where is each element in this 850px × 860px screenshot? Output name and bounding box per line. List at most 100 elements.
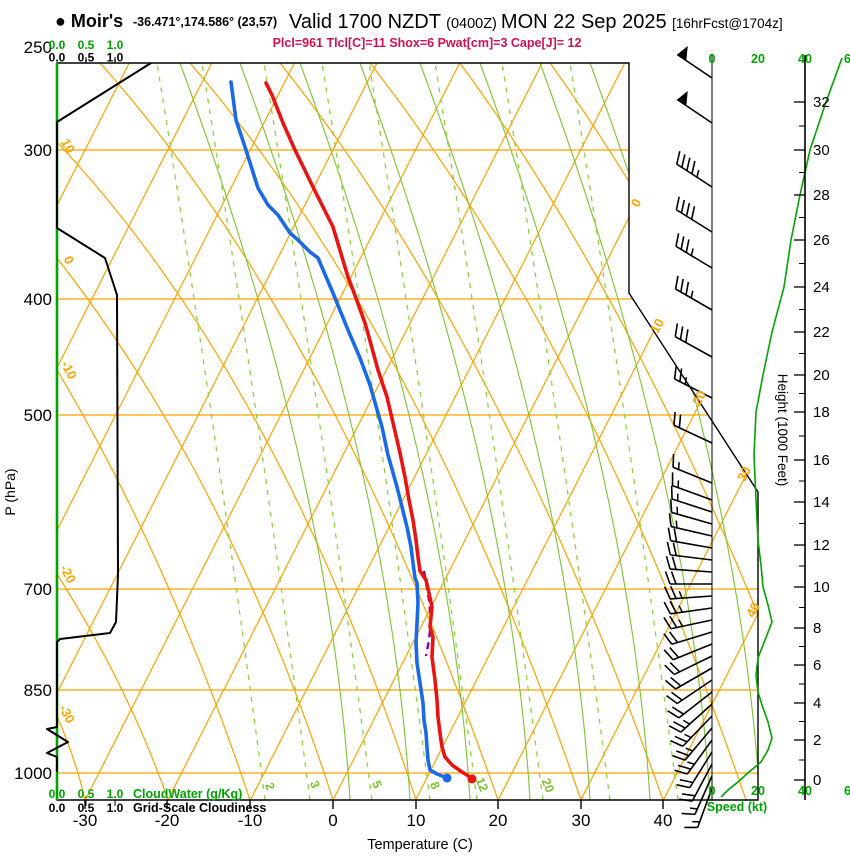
temp-tick-label: 40 <box>654 811 673 830</box>
barb-feather <box>669 615 678 628</box>
height-tick-label: 32 <box>813 94 830 111</box>
dry-adiabat-line <box>189 63 582 800</box>
barb-staff <box>672 484 713 501</box>
dry-adiabat-label: 0 <box>61 253 78 266</box>
cloudwater-scale-bottom: 0.5 <box>78 787 95 801</box>
barb-feather <box>676 750 690 757</box>
barb-feather <box>680 199 686 214</box>
cloudwater-scale-bottom: 1.0 <box>107 787 124 801</box>
mixing-ratio-line <box>434 63 544 800</box>
height-tick-label: 12 <box>813 537 830 554</box>
dry-adiabat-line <box>459 63 758 800</box>
isotherm-line <box>57 63 378 800</box>
speed-scale-top: 0 <box>709 52 716 66</box>
height-tick-label: 22 <box>813 324 830 341</box>
temperature-curve <box>264 81 474 781</box>
barb-half-feather <box>678 619 684 627</box>
wind-barb <box>684 787 713 829</box>
mixing-ratio-label: 2 <box>262 781 278 793</box>
barb-staff <box>684 727 713 761</box>
barb-staff <box>680 703 713 733</box>
mixing-ratio-line <box>201 63 311 800</box>
barb-feather <box>685 202 691 217</box>
barb-staff <box>670 554 713 561</box>
temp-tick-label: 10 <box>407 811 426 830</box>
barb-half-feather <box>676 493 679 501</box>
barb-staff <box>676 163 713 188</box>
isotherm-line <box>57 63 295 800</box>
height-tick-label: 24 <box>813 279 830 296</box>
temp-tick-label: 0 <box>328 811 337 830</box>
barb-feather <box>690 206 696 220</box>
wind-barb <box>667 691 713 719</box>
pressure-tick-label: 1000 <box>14 764 52 783</box>
barb-feather <box>664 664 675 675</box>
barb-feather <box>678 414 682 428</box>
mixing-ratio-label: 8 <box>427 780 443 792</box>
barb-staff <box>675 667 713 690</box>
barb-staff <box>671 498 713 513</box>
wind-barb <box>674 739 713 775</box>
barb-feather <box>676 784 690 789</box>
barb-feather <box>684 826 698 829</box>
wind-speed-profile <box>720 57 843 798</box>
pressure-tick-label: 500 <box>24 406 52 425</box>
wind-barb <box>672 727 713 761</box>
speed-scale-bottom: 0 <box>709 784 716 798</box>
station-title: ● Moir's <box>55 11 123 31</box>
barb-staff <box>676 679 713 705</box>
wind-barb <box>663 600 713 615</box>
barb-feather <box>691 160 696 175</box>
barb-half-feather <box>696 169 700 178</box>
isotherm-line <box>249 63 626 800</box>
barb-half-feather <box>675 520 678 528</box>
wind-barb <box>663 631 713 646</box>
barb-feather <box>666 541 672 556</box>
moist-adiabat-line <box>239 63 411 800</box>
height-tick-label: 18 <box>813 404 830 421</box>
barb-feather <box>680 278 684 293</box>
barb-feather <box>686 157 691 171</box>
barb-feather <box>675 196 680 210</box>
valid-time-title: Valid 1700 NZDT (0400Z) MON 22 Sep 2025 … <box>289 11 783 33</box>
pressure-tick-label: 300 <box>24 141 52 160</box>
barb-staff <box>686 739 713 775</box>
isotherm-line <box>84 63 461 800</box>
surface-temperature-dot <box>467 774 477 784</box>
wind-barb <box>671 472 713 501</box>
barb-flag <box>677 90 688 106</box>
barb-feather <box>685 239 690 253</box>
moist-adiabat-line <box>419 63 591 800</box>
barb-feather <box>674 735 688 743</box>
stability-params: Plcl=961 Tlcl[C]=11 Shox=6 Pwat[cm]=3 Ca… <box>273 36 582 50</box>
dry-adiabat-line <box>369 63 747 800</box>
mixing-ratio-line <box>263 63 373 800</box>
pressure-tick-label: 700 <box>24 580 52 599</box>
barb-staff <box>672 466 713 484</box>
barb-feather <box>672 754 686 761</box>
barb-feather <box>673 721 686 729</box>
wind-barb <box>672 453 713 484</box>
mixing-ratio-line <box>368 63 478 800</box>
barb-half-feather <box>685 747 693 752</box>
temp-tick-label: -30 <box>73 811 98 830</box>
height-axis-title: Height (1000 Feet) <box>775 374 790 487</box>
barb-feather <box>668 631 679 644</box>
isotherm-label: 10 <box>647 316 667 336</box>
barb-feather <box>670 676 682 687</box>
mixing-ratio-line <box>569 63 679 800</box>
height-tick-label: 30 <box>813 142 830 159</box>
barb-half-feather <box>677 480 680 488</box>
wind-barb <box>665 556 713 573</box>
barb-staff <box>673 424 713 444</box>
wind-barb <box>670 715 713 747</box>
barb-staff <box>670 619 713 630</box>
speed-scale-top: 60 <box>844 52 850 66</box>
temp-tick-label: 30 <box>572 811 591 830</box>
barb-half-feather <box>684 733 692 739</box>
barb-half-feather <box>692 820 700 823</box>
barb-feather <box>670 740 684 747</box>
dry-adiabat-line <box>57 715 86 800</box>
height-tick-label: 2 <box>813 732 821 749</box>
